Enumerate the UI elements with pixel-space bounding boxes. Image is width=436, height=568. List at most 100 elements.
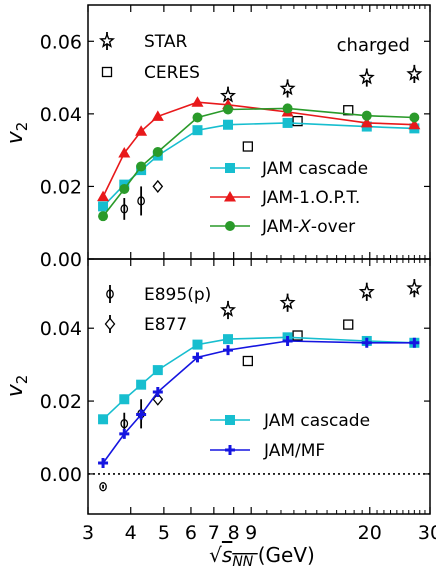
legend-marker: [104, 317, 116, 331]
data-point: [223, 345, 234, 356]
corner-label: charged: [337, 35, 410, 56]
x-tick-label: 4: [125, 522, 137, 544]
x-tick-label: 20: [358, 522, 382, 544]
data-point: [219, 301, 237, 317]
data-point: [279, 294, 296, 310]
y-tick-label: 0.00: [40, 464, 82, 486]
legend-marker: [106, 289, 114, 299]
legend-label-jam-cascade: JAM cascade: [261, 159, 368, 179]
legend-label-star: STAR: [144, 32, 187, 52]
data-point: [97, 190, 110, 202]
legend-marker: [225, 415, 235, 425]
series-line: [102, 336, 415, 420]
data-point: [119, 394, 130, 405]
y-axis-label: v2: [3, 375, 31, 398]
data-point: [192, 352, 203, 363]
data-point: [98, 201, 109, 212]
legend-marker: [101, 66, 113, 78]
data-point: [119, 183, 130, 194]
data-point: [408, 118, 421, 130]
data-point: [219, 87, 237, 103]
series-e895-p: [99, 399, 145, 492]
legend-label-jam-1-o-p-t: JAM-1.O.P.T.: [261, 188, 360, 208]
data-point: [98, 458, 109, 468]
x-tick-label: 8: [228, 522, 240, 544]
x-tick-label: 5: [158, 522, 170, 544]
legend-marker: [225, 221, 235, 231]
data-point: [152, 365, 163, 376]
data-point: [406, 279, 423, 295]
data-point: [120, 419, 129, 429]
bottom-panel: 0.00 0.02 0.04 v2 E895(p) E877 JAM cascade JAM/…: [3, 258, 431, 515]
data-point: [152, 386, 163, 397]
data-point: [99, 482, 107, 492]
legend-label-ceres: CERES: [144, 63, 200, 83]
series-open-diamond: [152, 179, 164, 193]
x-axis-label: √sNN (GeV): [209, 543, 315, 568]
series-ceres: [242, 319, 354, 367]
y-tick-label: 0.02: [40, 391, 82, 413]
data-point: [98, 414, 109, 425]
data-point: [151, 110, 164, 121]
data-point: [152, 392, 164, 406]
data-point: [282, 117, 293, 128]
legend-label-jam-cascade: JAM cascade: [263, 411, 370, 431]
series-star: [219, 64, 423, 105]
data-point: [282, 335, 293, 346]
data-point: [118, 147, 131, 158]
data-point: [191, 96, 204, 107]
data-point: [136, 161, 147, 172]
data-point: [136, 379, 147, 390]
x-tick-label: 30: [418, 522, 436, 544]
y-tick-label: 0.04: [40, 104, 82, 126]
data-point: [98, 211, 109, 222]
data-point: [343, 319, 354, 330]
x-tick-label: 6: [185, 522, 197, 544]
data-point: [242, 141, 253, 152]
data-point: [360, 116, 373, 128]
data-point: [361, 110, 372, 121]
data-point: [409, 337, 420, 348]
y-axis-label-main: v: [3, 130, 28, 144]
legend-label-part: JAM-: [261, 217, 299, 237]
y-axis-label-subscript: 2: [13, 122, 31, 132]
y-axis-label-subscript: 2: [13, 375, 31, 385]
data-point: [292, 330, 303, 341]
series-open-circle: [120, 186, 145, 220]
legend-marker: [224, 191, 236, 202]
series-jam-x-over: [98, 103, 420, 222]
plot-frame: [87, 258, 431, 515]
data-point: [223, 119, 234, 130]
legend-label-part: X: [298, 217, 311, 237]
data-point: [279, 80, 296, 96]
legend-label-e877: E877: [144, 315, 187, 335]
data-point: [292, 115, 303, 127]
legend-label-part: -over: [311, 217, 355, 237]
legend-label-e895-p: E895(p): [144, 285, 211, 305]
data-point: [152, 146, 163, 157]
data-point: [242, 355, 253, 367]
series-star: [219, 279, 423, 320]
x-tick-label: 9: [245, 522, 257, 544]
data-point: [136, 409, 147, 420]
legend-label-jam-mf: JAM/MF: [263, 441, 325, 461]
series-line: [102, 340, 415, 464]
series-jam-cascade: [98, 117, 420, 212]
data-point: [120, 204, 129, 214]
y-tick-label: 0.02: [40, 176, 82, 198]
x-axis-label-part: √: [209, 543, 222, 567]
x-tick-label: 3: [82, 522, 94, 544]
series-jam-mf: [98, 335, 420, 468]
data-point: [119, 428, 130, 439]
data-point: [358, 283, 375, 299]
series-ceres: [242, 105, 354, 152]
data-point: [361, 337, 372, 348]
x-tick-label: 7: [208, 522, 220, 544]
series-jam-1-o-p-t: [97, 96, 421, 202]
legend-marker: [98, 32, 116, 48]
data-point: [192, 125, 203, 136]
legend: STAR CERES JAM cascade JAM-1.O.P.T. JAM-X-ov…: [98, 32, 368, 237]
data-point: [135, 125, 148, 136]
data-point: [406, 65, 423, 81]
